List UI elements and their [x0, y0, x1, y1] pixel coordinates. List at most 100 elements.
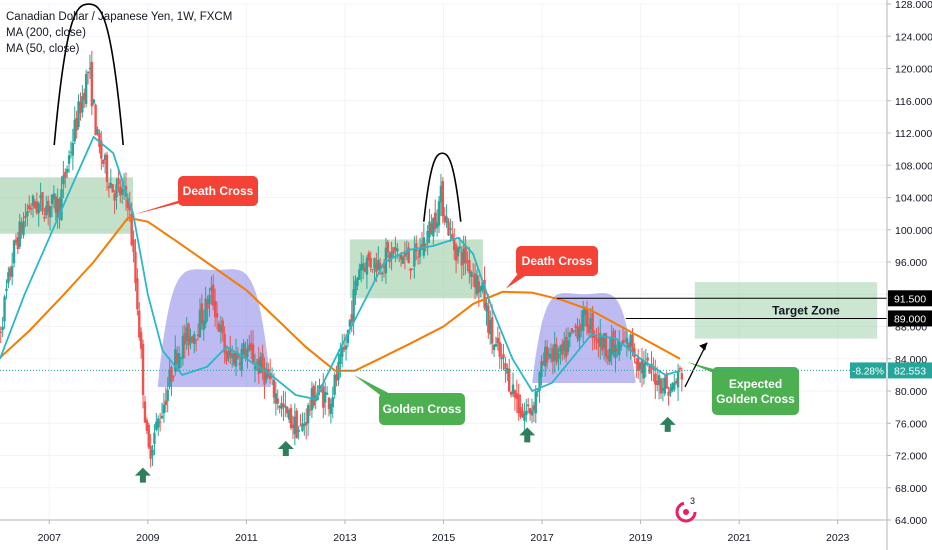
candle-body [322, 386, 325, 408]
candle-body [29, 208, 33, 210]
candle-body [102, 159, 105, 164]
candle-body [14, 239, 18, 243]
candle-body [329, 403, 333, 414]
candle-body [572, 330, 575, 332]
candle-body [18, 221, 21, 247]
candle-body [16, 237, 20, 250]
y-tick-label: 104.000 [895, 193, 932, 205]
candle-body [284, 405, 287, 408]
candle-body [358, 269, 361, 280]
candle-body [415, 243, 418, 252]
candle-body [225, 352, 228, 362]
candle-body [138, 310, 141, 338]
projection-arrow-line [684, 342, 708, 388]
candle-body [132, 239, 135, 253]
candle-body [96, 129, 99, 134]
candle-body [661, 387, 665, 391]
candle-body [286, 406, 289, 414]
candle-body [475, 275, 479, 294]
candle-body [46, 200, 50, 213]
candle-body [618, 341, 621, 356]
candle-body [39, 195, 42, 199]
candle-body [149, 445, 152, 459]
candle-body [255, 362, 259, 364]
candle-body [498, 342, 501, 357]
candle-body [191, 336, 194, 343]
callout-label: Golden Cross [383, 402, 462, 416]
candle-body [602, 333, 606, 348]
candle-body [157, 418, 160, 428]
candle-body [253, 366, 257, 370]
candle-body [437, 201, 441, 226]
current-price-tag[interactable]: -8.28% 82.553 [850, 362, 932, 379]
candle-body [648, 365, 651, 374]
candle-body [92, 99, 95, 104]
price-tag-bg [888, 362, 932, 379]
candle-body [69, 151, 73, 153]
candle-body [48, 205, 52, 218]
candle-body [593, 335, 596, 338]
y-tick-label: 96.000 [895, 257, 927, 269]
logo-ring [675, 501, 697, 523]
candle-body [663, 377, 666, 394]
candle-body [86, 71, 90, 74]
candle-body [248, 344, 251, 351]
candle-body [578, 327, 581, 341]
candle-body [435, 222, 439, 228]
ma200-legend: MA (200, close) [6, 27, 86, 39]
candle-body [354, 280, 357, 295]
candle-body [511, 384, 515, 395]
projection-arrow-head [699, 342, 708, 351]
candle-body [441, 181, 445, 217]
candle-body [403, 253, 407, 257]
candle-body [306, 405, 310, 424]
candle-body [303, 423, 306, 427]
candle-body [644, 362, 648, 366]
candle-body [160, 415, 164, 419]
candle-body [341, 347, 344, 357]
candle-body [600, 336, 604, 351]
candle-body [509, 391, 513, 395]
candle-body [120, 188, 124, 195]
candle-body [162, 404, 166, 414]
candle-body [361, 263, 365, 270]
candle-body [386, 242, 389, 253]
candle-body [320, 390, 323, 392]
candle-body [280, 402, 283, 409]
candle-body [519, 406, 522, 417]
candle-body [551, 348, 555, 362]
callout-box [712, 367, 799, 415]
candle-body [449, 228, 452, 230]
candle-body [272, 379, 276, 398]
candle-body [249, 343, 253, 351]
candle-body [50, 194, 54, 205]
candle-body [3, 296, 6, 322]
candle-body [213, 301, 217, 318]
candle-body [424, 243, 427, 246]
candle-body [563, 340, 566, 351]
candle-body [268, 372, 272, 380]
candle-body [325, 392, 329, 395]
tradingview-logo-icon[interactable]: 3 [675, 496, 697, 523]
y-tick-label: 128.000 [895, 0, 932, 11]
candle-body [164, 400, 168, 406]
y-tick-label: 80.000 [895, 386, 927, 398]
level-tag-bg [888, 290, 932, 307]
candle-body [346, 329, 350, 344]
candle-body [614, 344, 617, 358]
candle-body [561, 343, 564, 355]
candle-body [113, 193, 116, 201]
candle-body [536, 390, 539, 392]
candle-body [126, 198, 130, 209]
candle-body [456, 247, 460, 257]
candle-body [84, 73, 88, 105]
candle-body [134, 251, 137, 284]
callout-label: Death Cross [522, 254, 593, 268]
candle-body [585, 309, 589, 327]
candle-body [629, 334, 632, 347]
callout-tail [353, 374, 398, 398]
candle-body [297, 429, 300, 432]
candle-body [460, 252, 463, 266]
candle-body [356, 278, 359, 286]
